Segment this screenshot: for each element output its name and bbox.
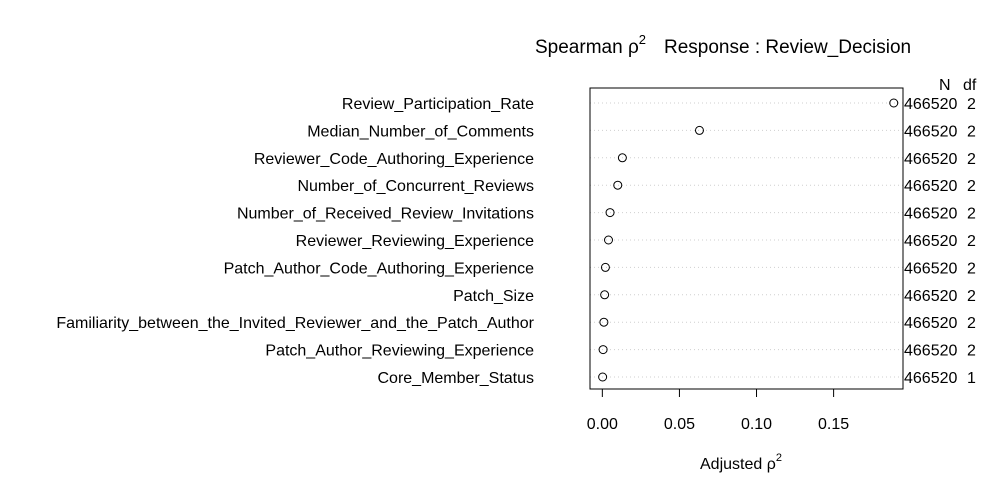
row-label: Familiarity_between_the_Invited_Reviewer… xyxy=(56,315,534,332)
df-value: 2 xyxy=(967,233,976,250)
df-value: 2 xyxy=(967,315,976,332)
x-tick-label: 0.05 xyxy=(664,416,695,433)
grid-lines xyxy=(590,102,903,378)
n-df-values: 466520 2 466520 2 466520 2 466520 2 466520 2 46652… xyxy=(904,96,976,387)
plot-frame xyxy=(589,87,904,390)
chart-title-spearman: Spearman ρ xyxy=(535,37,639,58)
data-point xyxy=(600,262,610,272)
df-column-header: df xyxy=(963,77,977,94)
n-value: 466520 xyxy=(904,206,957,223)
df-value: 2 xyxy=(967,288,976,305)
chart-title-superscript: 2 xyxy=(639,32,646,47)
chart-title: Spearman ρ2 Response : Review_Decision xyxy=(535,32,911,58)
row-label: Reviewer_Reviewing_Experience xyxy=(296,233,534,250)
row-label: Number_of_Received_Review_Invitations xyxy=(237,206,534,223)
data-point xyxy=(599,317,609,327)
x-tick-label: 0.00 xyxy=(587,416,618,433)
n-value: 466520 xyxy=(904,96,957,113)
row-label: Core_Member_Status xyxy=(377,370,534,387)
df-value: 2 xyxy=(967,151,976,168)
data-point xyxy=(889,98,899,108)
x-tick-label: 0.15 xyxy=(818,416,849,433)
data-points xyxy=(598,98,899,382)
data-point xyxy=(694,125,704,135)
x-axis: 0.00 0.05 0.10 0.15 xyxy=(587,388,849,433)
data-point xyxy=(617,153,627,163)
row-label: Patch_Author_Code_Authoring_Experience xyxy=(224,260,535,277)
n-column-header: N xyxy=(939,77,951,94)
row-label: Patch_Author_Reviewing_Experience xyxy=(265,343,534,360)
df-value: 2 xyxy=(967,123,976,140)
n-value: 466520 xyxy=(904,178,957,195)
df-value: 2 xyxy=(967,206,976,223)
n-value: 466520 xyxy=(904,151,957,168)
data-point xyxy=(605,208,615,218)
df-value: 2 xyxy=(967,260,976,277)
row-label: Median_Number_of_Comments xyxy=(307,123,534,140)
n-value: 466520 xyxy=(904,123,957,140)
x-axis-label: Adjusted ρ2 xyxy=(700,452,782,473)
n-value: 466520 xyxy=(904,288,957,305)
n-value: 466520 xyxy=(904,233,957,250)
row-label: Number_of_Concurrent_Reviews xyxy=(297,178,534,195)
data-point xyxy=(598,345,608,355)
row-labels: Review_Participation_Rate Median_Number_o… xyxy=(56,96,534,387)
data-point xyxy=(598,372,608,382)
data-point xyxy=(600,290,610,300)
df-value: 2 xyxy=(967,96,976,113)
df-value: 2 xyxy=(967,343,976,360)
x-axis-label-superscript: 2 xyxy=(776,452,782,464)
n-value: 466520 xyxy=(904,370,957,387)
x-tick-label: 0.10 xyxy=(741,416,772,433)
df-value: 1 xyxy=(967,370,976,387)
row-label: Review_Participation_Rate xyxy=(342,96,534,113)
n-value: 466520 xyxy=(904,260,957,277)
n-value: 466520 xyxy=(904,343,957,360)
df-value: 2 xyxy=(967,178,976,195)
chart-title-response: Response : Review_Decision xyxy=(664,37,911,58)
x-axis-label-text: Adjusted ρ xyxy=(700,456,776,473)
row-label: Patch_Size xyxy=(453,288,534,305)
data-point xyxy=(604,235,614,245)
n-value: 466520 xyxy=(904,315,957,332)
data-point xyxy=(613,180,623,190)
row-label: Reviewer_Code_Authoring_Experience xyxy=(254,151,534,168)
